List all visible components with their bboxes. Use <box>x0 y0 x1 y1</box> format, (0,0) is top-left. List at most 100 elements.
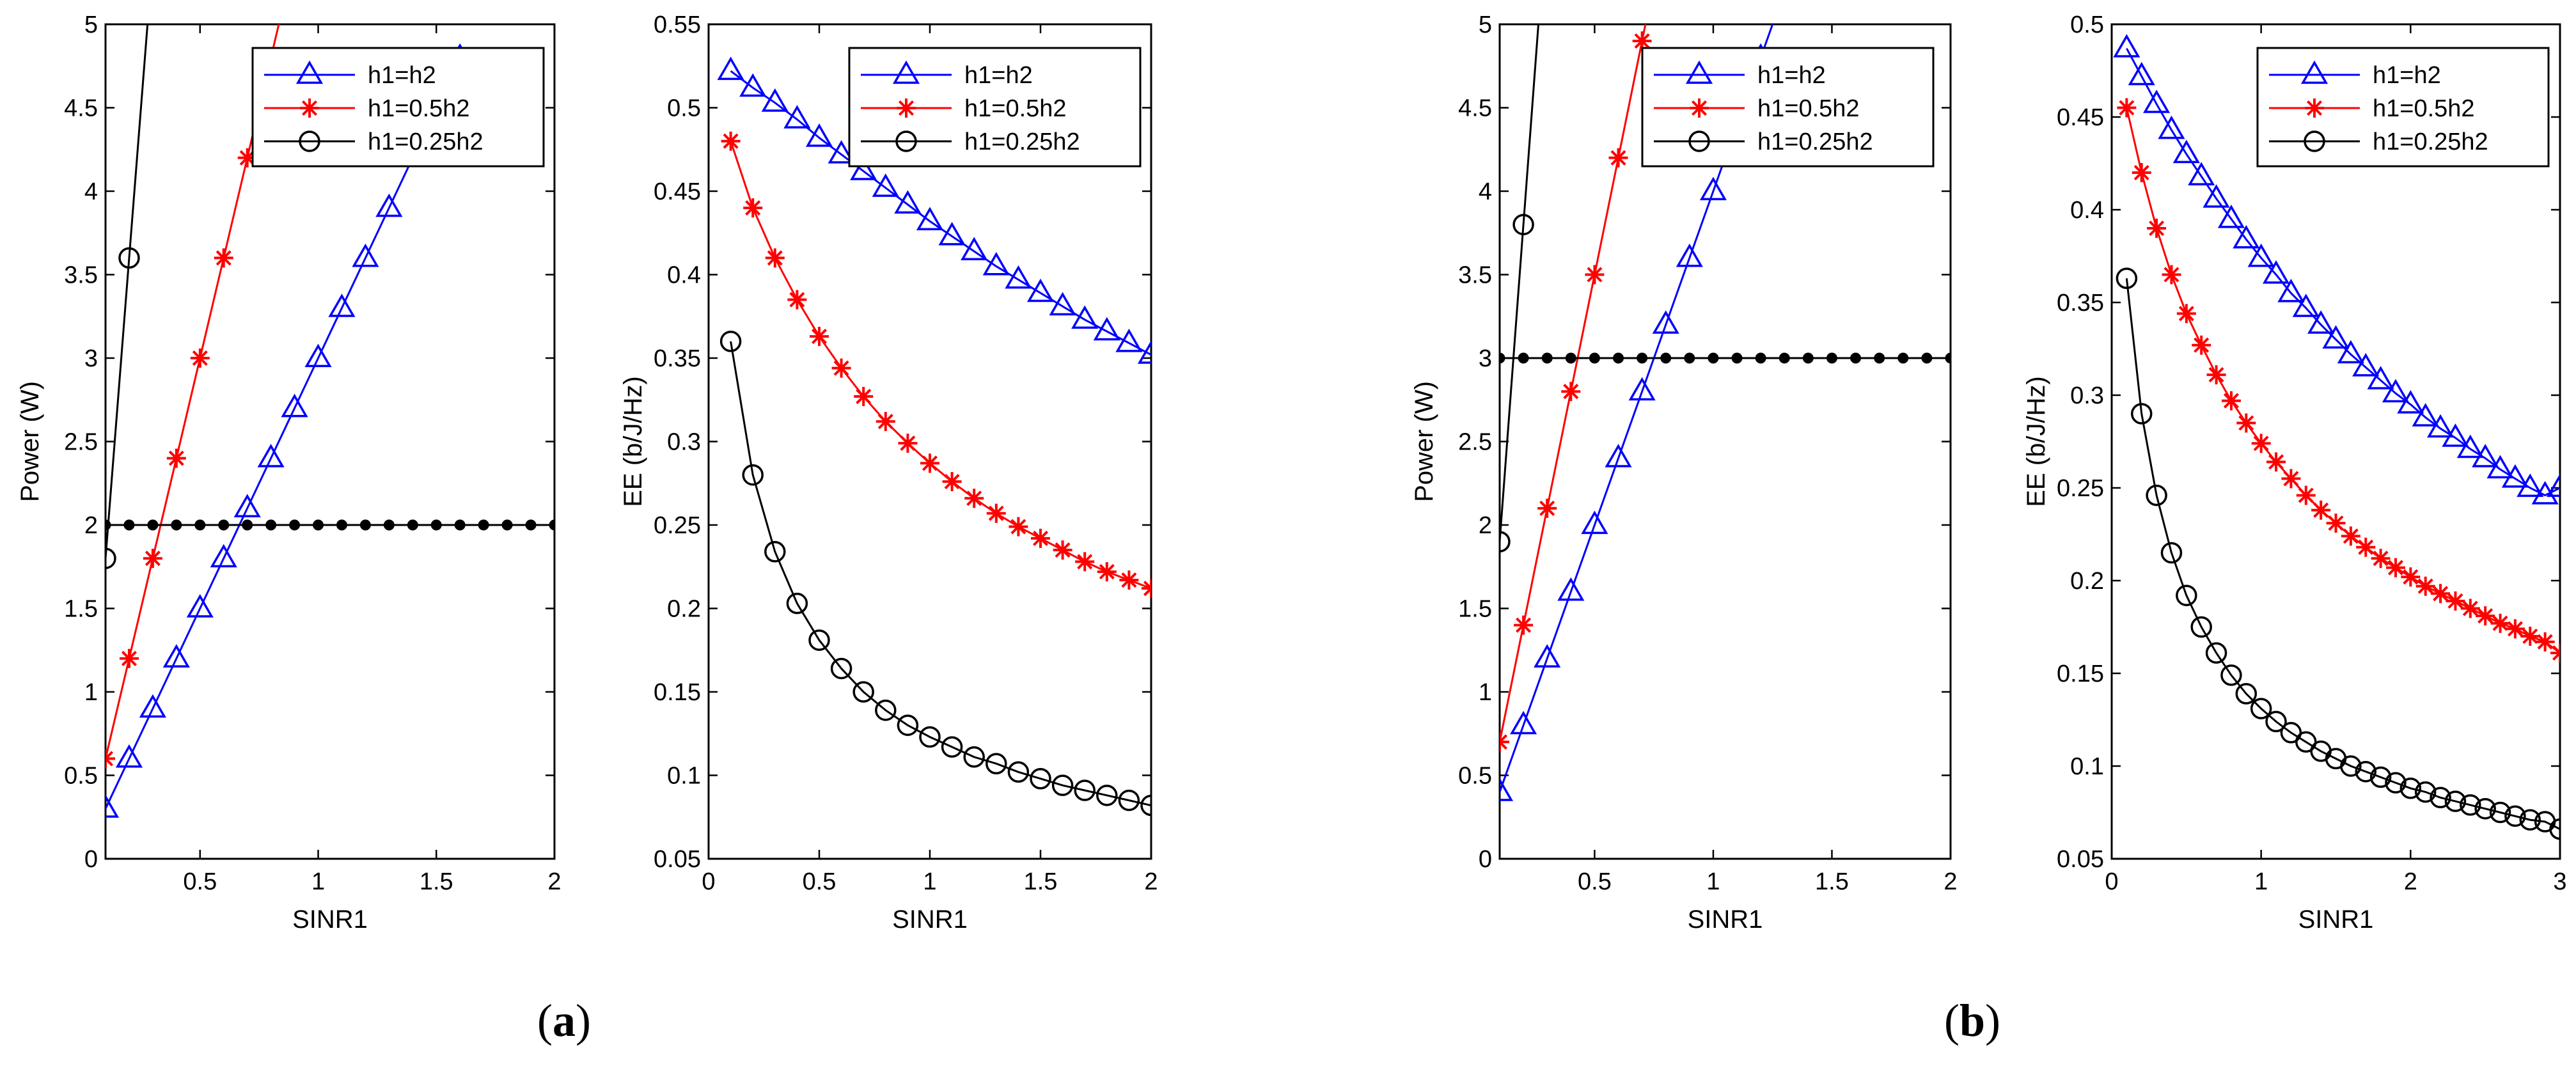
data-point <box>2220 664 2242 686</box>
data-point <box>1565 352 1576 364</box>
data-point <box>430 519 442 531</box>
data-point <box>2371 549 2391 568</box>
data-point <box>2203 184 2230 208</box>
series-h1=h2 <box>717 56 1151 364</box>
legend: h1=h2 h1=0.5h2 h1=0.25h2 <box>1641 47 1935 168</box>
data-point <box>1096 785 1118 806</box>
data-point <box>2160 542 2183 564</box>
data-point <box>304 343 332 368</box>
y-tick-label: 2 <box>1479 512 1492 539</box>
data-point <box>2326 513 2346 533</box>
data-point <box>2132 163 2151 182</box>
x-tick-label: 1 <box>923 868 936 895</box>
caption-a-letter: a <box>553 995 576 1046</box>
data-point <box>2143 90 2171 113</box>
legend-label: h1=h2 <box>2373 62 2441 89</box>
data-point <box>143 549 162 568</box>
legend: h1=h2 h1=0.5h2 h1=0.25h2 <box>251 47 545 168</box>
data-point <box>2501 464 2529 488</box>
y-tick-label: 0.45 <box>654 178 701 205</box>
data-point <box>2192 335 2211 355</box>
data-point <box>106 547 116 569</box>
data-point <box>765 248 785 268</box>
data-point <box>830 657 852 680</box>
legend: h1=h2 h1=0.5h2 h1=0.25h2 <box>2256 47 2550 168</box>
chart-b-power: 0.5 1 1.5 2 0 0.5 1 1.5 2 2.5 3 3.5 4 4.5 5 SINR1 Power … <box>1410 12 1958 934</box>
x-axis-label: SINR1 <box>292 905 368 934</box>
data-point <box>2519 809 2541 831</box>
data-point <box>942 472 962 492</box>
y-tick-label: 0.2 <box>667 596 701 623</box>
legend-marker <box>2300 60 2329 84</box>
data-point <box>2235 683 2258 705</box>
data-point <box>118 247 140 269</box>
y-tick-label: 5 <box>84 12 98 38</box>
data-point <box>916 207 944 231</box>
x-tick-label: 0.5 <box>1578 868 1612 895</box>
data-point <box>850 157 877 180</box>
data-point <box>1731 352 1743 364</box>
series-h1=0.25h2 <box>1500 24 1540 552</box>
data-point <box>139 694 166 718</box>
legend-label: h1=0.25h2 <box>1757 129 1873 155</box>
data-point <box>1874 352 1885 364</box>
data-point <box>2356 537 2376 557</box>
data-point <box>1518 352 1529 364</box>
data-point <box>1097 562 1117 582</box>
series-h1=h2 <box>2113 34 2560 505</box>
y-tick-label: 0.1 <box>2070 753 2104 780</box>
data-point <box>2476 606 2495 626</box>
data-point <box>2355 760 2376 783</box>
data-point <box>2382 379 2410 403</box>
y-tick-label: 3 <box>84 345 98 372</box>
data-point <box>2460 599 2480 618</box>
data-point <box>2546 473 2560 497</box>
data-point <box>1026 278 1055 302</box>
y-tick-label: 1.5 <box>64 596 98 623</box>
data-point <box>2444 790 2467 812</box>
data-point <box>808 629 830 651</box>
data-point <box>147 519 159 531</box>
data-point <box>2504 805 2526 827</box>
data-point <box>1708 352 1719 364</box>
y-tick-label: 0.5 <box>2070 12 2104 38</box>
data-point <box>1005 265 1032 289</box>
data-point <box>1779 352 1790 364</box>
y-tick-label: 0.25 <box>654 512 701 539</box>
caption-b-close: ) <box>1985 995 2000 1046</box>
data-point <box>242 519 253 531</box>
legend-label: h1=h2 <box>964 62 1033 89</box>
data-point <box>2430 787 2451 809</box>
data-point <box>2188 162 2215 185</box>
data-point <box>986 503 1006 523</box>
data-point <box>2415 576 2435 596</box>
data-point <box>1074 779 1096 801</box>
y-tick-label: 0.3 <box>667 429 701 456</box>
data-point <box>920 453 939 473</box>
data-point <box>2266 452 2286 472</box>
y-tick-label: 1.5 <box>1458 596 1492 623</box>
data-point <box>210 544 237 568</box>
caption-a-open: ( <box>537 995 553 1046</box>
x-tick-label: 1 <box>2254 868 2268 895</box>
series-line <box>730 341 1151 806</box>
data-point <box>2535 632 2555 652</box>
data-point <box>2367 366 2394 389</box>
legend-marker <box>300 98 319 118</box>
y-tick-label: 3.5 <box>64 262 98 289</box>
data-point <box>876 412 895 432</box>
data-point <box>2236 413 2256 433</box>
data-point <box>1755 352 1766 364</box>
legend-label: h1=0.25h2 <box>2373 129 2488 155</box>
y-tick-label: 5 <box>1479 12 1492 38</box>
legend-marker <box>295 60 324 84</box>
data-point <box>525 519 537 531</box>
data-point <box>2221 391 2241 411</box>
y-axis-label: EE (b/J/Hz) <box>619 376 647 506</box>
y-tick-label: 0.4 <box>2070 197 2104 224</box>
data-point <box>1684 352 1695 364</box>
data-point <box>2456 434 2484 458</box>
data-point <box>2146 484 2167 506</box>
data-point <box>1632 31 1652 51</box>
